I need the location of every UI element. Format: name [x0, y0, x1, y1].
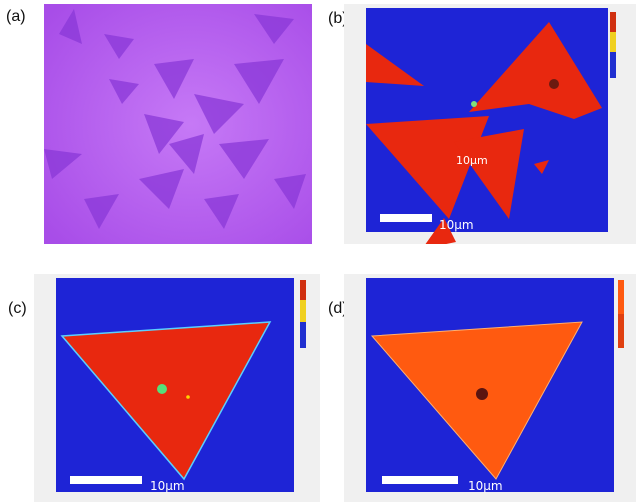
- scale-bar: [380, 214, 432, 222]
- scale-bar: [70, 476, 142, 484]
- flake-shapes: [44, 9, 306, 229]
- scale-bar-label: 10µm: [150, 479, 185, 493]
- panel-c-map: 10µm: [34, 274, 320, 502]
- panel-b-map: 10µm 10µm: [344, 4, 636, 244]
- panel-a-label: (a): [6, 8, 26, 25]
- scale-bar-label: 10µm: [439, 218, 474, 232]
- annotation-label: 10µm: [456, 154, 488, 167]
- flake-region: [60, 321, 272, 481]
- flake-region: [370, 321, 583, 480]
- scale-bar-label: 10µm: [468, 479, 503, 493]
- panel-d-label: (d): [328, 300, 348, 317]
- panel-a-optical-image: [44, 4, 312, 244]
- panel-c-label: (c): [8, 300, 27, 317]
- panel-d-map: 10µm: [344, 274, 636, 502]
- flake-regions: [366, 22, 602, 244]
- panel-b-label: (b): [328, 10, 348, 27]
- scale-bar: [382, 476, 458, 484]
